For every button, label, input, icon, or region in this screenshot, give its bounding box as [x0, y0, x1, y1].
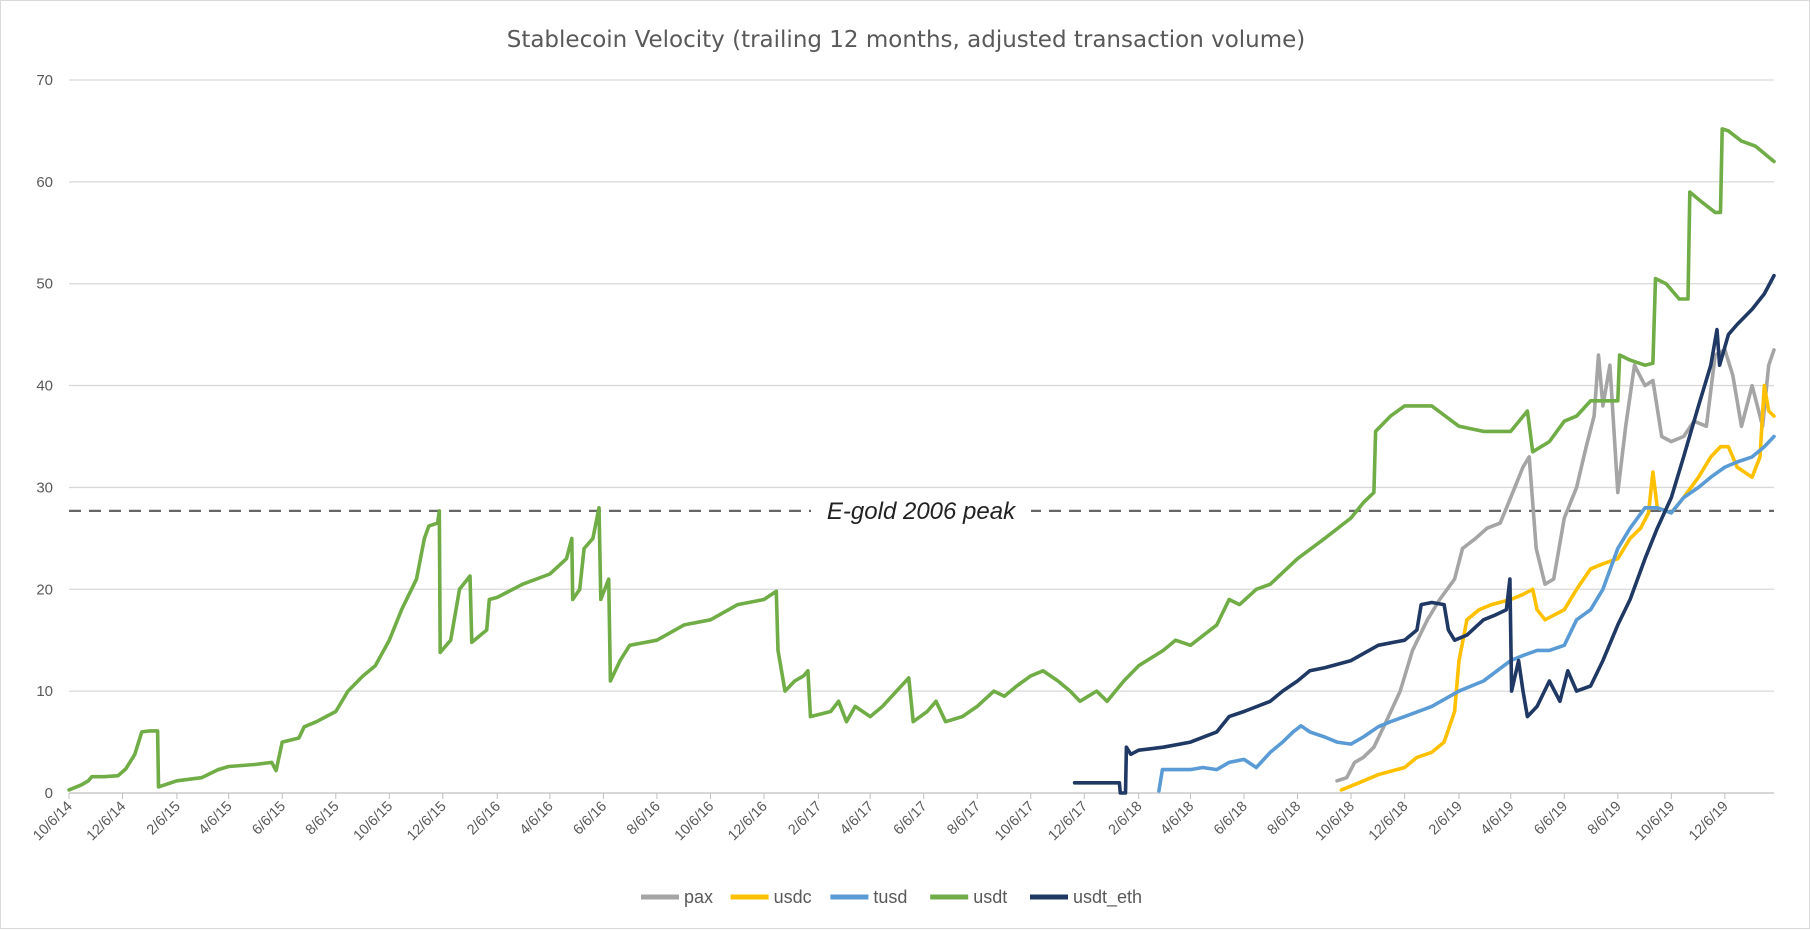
y-tick-label: 50	[36, 276, 53, 293]
x-tick-label: 8/6/18	[1265, 799, 1305, 839]
x-tick-label: 10/6/19	[1633, 799, 1679, 845]
x-tick-label: 10/6/14	[30, 799, 76, 845]
x-tick-label: 2/6/18	[1106, 799, 1146, 839]
egold-peak-label: E-gold 2006 peak	[827, 498, 1017, 525]
reference-line-group: E-gold 2006 peak	[69, 498, 1774, 525]
series-lines	[67, 127, 1776, 795]
x-tick-label: 6/6/18	[1211, 799, 1251, 839]
series-line-tusd	[1157, 434, 1776, 793]
x-tick-label: 4/6/16	[517, 799, 557, 839]
y-tick-label: 20	[36, 581, 53, 598]
series-line-usdt_eth	[1072, 273, 1776, 795]
legend-label-usdt: usdt	[973, 887, 1007, 907]
legend: pax usdc tusd usdt usdt_eth	[641, 887, 1142, 908]
x-tick-label: 10/6/18	[1312, 799, 1358, 845]
x-tick-label: 12/6/15	[404, 799, 450, 845]
y-tick-label: 70	[36, 72, 53, 89]
x-tick-label: 12/6/18	[1366, 799, 1412, 845]
x-tick-label: 6/6/15	[249, 799, 289, 839]
x-tick-label: 2/6/17	[785, 799, 825, 839]
x-tick-label: 6/6/19	[1531, 799, 1571, 839]
legend-label-usdt_eth: usdt_eth	[1073, 887, 1142, 908]
chart-title: Stablecoin Velocity (trailing 12 months,…	[507, 27, 1306, 53]
x-tick-label: 6/6/16	[570, 799, 610, 839]
x-tick-label: 8/6/16	[624, 799, 664, 839]
x-tick-label: 12/6/17	[1046, 799, 1092, 845]
x-tick-label: 2/6/19	[1426, 799, 1466, 839]
y-tick-label: 30	[36, 479, 53, 496]
legend-label-pax: pax	[684, 887, 713, 907]
x-tick-label: 4/6/19	[1478, 799, 1518, 839]
legend-label-usdc: usdc	[774, 887, 812, 907]
y-axis-ticks: 0 10 20 30 40 50 60 70	[36, 72, 53, 802]
x-tick-label: 4/6/18	[1157, 799, 1197, 839]
series-line-pax	[1335, 348, 1776, 783]
x-tick-label: 8/6/19	[1585, 799, 1625, 839]
x-tick-label: 2/6/15	[144, 799, 184, 839]
gridlines	[69, 79, 1774, 794]
x-tick-label: 4/6/17	[837, 799, 877, 839]
x-tick-label: 4/6/15	[196, 799, 236, 839]
y-tick-label: 40	[36, 378, 53, 395]
egold-peak-label-bg	[811, 498, 1031, 523]
x-tick-label: 8/6/15	[303, 799, 343, 839]
x-tick-label: 10/6/16	[672, 799, 718, 845]
x-tick-label: 2/6/16	[464, 799, 504, 839]
legend-label-tusd: tusd	[873, 887, 907, 907]
x-tick-label: 12/6/19	[1686, 799, 1732, 845]
y-tick-label: 60	[36, 174, 53, 191]
series-line-usdc	[1339, 383, 1776, 792]
x-tick-label: 6/6/17	[891, 799, 931, 839]
x-tick-label: 10/6/15	[351, 799, 397, 845]
y-tick-label: 0	[45, 785, 53, 802]
x-tick-label: 10/6/17	[992, 799, 1038, 845]
x-tick-label: 8/6/17	[944, 799, 984, 839]
x-tick-label: 12/6/14	[84, 799, 130, 845]
series-line-usdt	[67, 127, 1776, 792]
x-axis-ticks: 10/6/14 12/6/14 2/6/15 4/6/15 6/6/15 8/6/15 10…	[30, 793, 1732, 845]
x-tick-label: 12/6/16	[725, 799, 771, 845]
y-tick-label: 10	[36, 683, 53, 700]
